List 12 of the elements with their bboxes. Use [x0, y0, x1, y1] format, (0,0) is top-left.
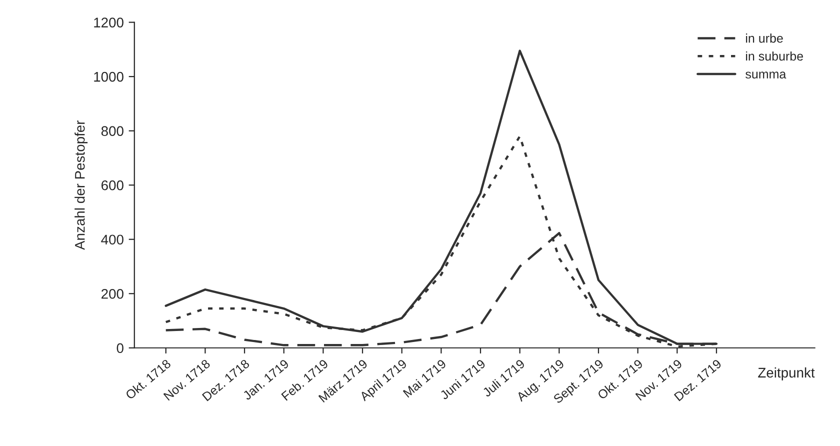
y-tick-label: 200 — [102, 288, 124, 299]
legend-label: in urbe — [746, 34, 783, 43]
y-tick-label: 400 — [101, 234, 124, 245]
y-tick-label: 0 — [116, 343, 124, 354]
y-tick-label: 800 — [101, 126, 124, 136]
x-axis-title: Zeitpunkt — [758, 367, 815, 380]
y-tick-label: 600 — [102, 180, 124, 190]
legend-label: in suburbe — [746, 51, 803, 61]
y-tick-label: 1200 — [94, 18, 124, 28]
y-axis-title: Anzahl der Pestopfer — [74, 120, 88, 250]
legend-label: summa — [746, 72, 786, 79]
y-tick-label: 1000 — [94, 72, 124, 82]
